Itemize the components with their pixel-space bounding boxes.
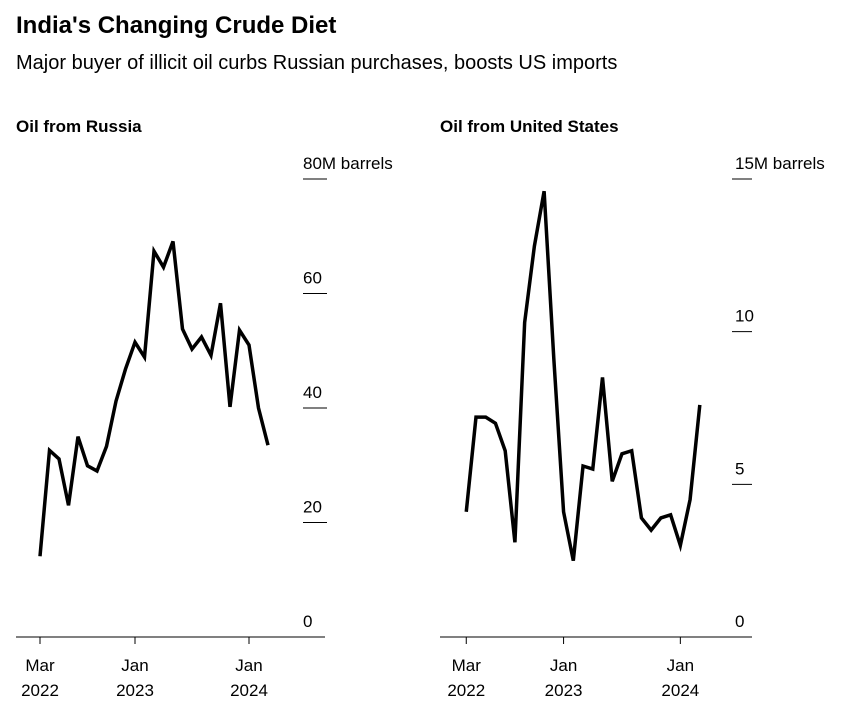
y-tick-label: 20: [303, 498, 322, 517]
y-tick-label: 15M barrels: [735, 154, 825, 173]
y-tick-label: 80M barrels: [303, 154, 393, 173]
x-tick-label: 2022: [447, 681, 485, 700]
chart-subtitle: Major buyer of illicit oil curbs Russian…: [16, 52, 617, 74]
x-tick-label: Jan: [235, 656, 262, 675]
x-tick-label: 2023: [545, 681, 583, 700]
x-tick-label: 2024: [661, 681, 699, 700]
y-tick-label: 40: [303, 383, 322, 402]
x-tick-label: Jan: [550, 656, 577, 675]
x-tick-label: Jan: [667, 656, 694, 675]
x-tick-label: Mar: [25, 656, 55, 675]
data-line: [38, 240, 270, 557]
x-tick-label: 2024: [230, 681, 268, 700]
y-tick-label: 10: [735, 307, 754, 326]
y-tick-label: 60: [303, 269, 322, 288]
y-tick-label: 0: [735, 612, 744, 631]
x-tick-label: Mar: [452, 656, 482, 675]
y-tick-label: 5: [735, 459, 744, 478]
x-tick-label: Jan: [121, 656, 148, 675]
chart-title: India's Changing Crude Diet: [16, 12, 336, 39]
data-line: [464, 190, 702, 562]
panel-title: Oil from United States: [440, 117, 619, 136]
y-tick-label: 0: [303, 612, 312, 631]
x-tick-label: 2023: [116, 681, 154, 700]
panel-title: Oil from Russia: [16, 117, 142, 136]
x-tick-label: 2022: [21, 681, 59, 700]
